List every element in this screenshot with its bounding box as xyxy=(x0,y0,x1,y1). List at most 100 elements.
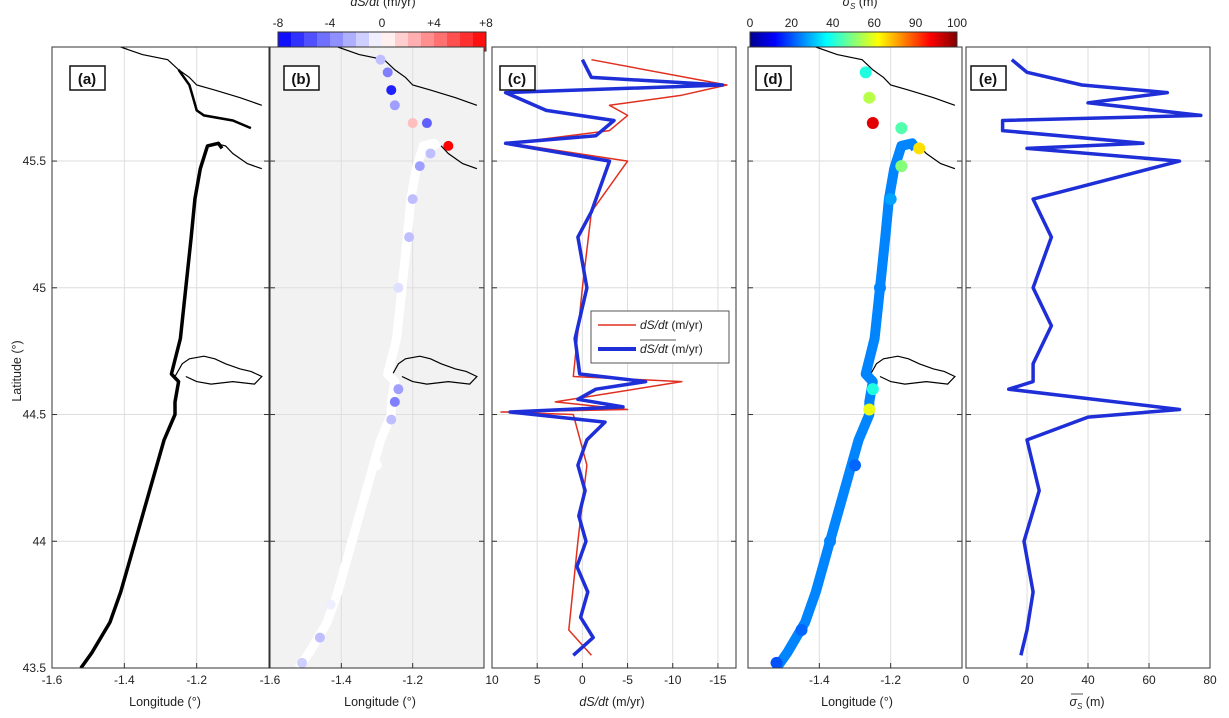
colorbar-dsdt-tick-label: 0 xyxy=(379,16,386,30)
x-axis-label-b: Longitude (°) xyxy=(344,695,416,709)
panel-letter-a: (a) xyxy=(69,65,106,91)
panel-b-map xyxy=(294,47,478,668)
panel-d-xtick-label: -1.4 xyxy=(809,673,830,687)
svg-text:(c): (c) xyxy=(508,71,526,88)
dsdt-point xyxy=(404,232,415,243)
colorbar-sigma-tick-label: 60 xyxy=(868,16,882,30)
sigma-point xyxy=(866,383,879,396)
panel-letter-d: (d) xyxy=(755,65,792,91)
series-smoothed-line xyxy=(503,58,725,657)
panel-c-xtick-label: 5 xyxy=(534,673,541,687)
x-axis-label-c: dS/dt (m/yr) xyxy=(579,695,644,709)
dsdt-point xyxy=(389,100,400,111)
panel-b-xtick-label: -1.6 xyxy=(260,673,281,687)
panel-e-xtick-label: 0 xyxy=(963,673,970,687)
dsdt-point xyxy=(386,85,397,96)
svg-text:(b): (b) xyxy=(291,71,310,88)
colorbar-sigma-tick-label: 90 xyxy=(909,16,923,30)
legend-panel-c: dS/dt (m/yr) dS/dt (m/yr) xyxy=(590,310,730,364)
y-tick-label: 43.5 xyxy=(23,661,47,675)
panel-a-xtick-label: -1.6 xyxy=(42,673,63,687)
panel-b: -1.6 -1.4 -1.2 xyxy=(260,46,485,687)
colorbar-sigma-tick-label: 40 xyxy=(826,16,840,30)
panel-d: -1.4 -1.2 xyxy=(747,46,963,687)
sigma-point xyxy=(895,122,908,135)
panel-e-xtick-label: 60 xyxy=(1142,673,1156,687)
colorbar-block xyxy=(317,32,331,51)
panel-a-map xyxy=(79,47,263,668)
sigma-point xyxy=(873,281,886,294)
legend-entry-smoothed: dS/dt (m/yr) xyxy=(640,342,703,356)
colorbar-block xyxy=(304,32,318,51)
panel-e-frame xyxy=(965,46,1211,669)
colorbar-sigma-ticks: 0 20 40 60 90 100 xyxy=(747,16,968,30)
colorbar-block xyxy=(473,32,487,51)
colorbar-dsdt-tick-label: +4 xyxy=(427,16,441,30)
sigma-point xyxy=(913,142,926,155)
y-tick-label: 45 xyxy=(33,281,47,295)
panel-a-plot-area xyxy=(52,47,269,668)
colorbar-block xyxy=(369,32,383,51)
colorbar-dsdt: dS/dt (m/yr) -8 -4 0 +4 +8 xyxy=(273,0,494,52)
panel-letter-e: (e) xyxy=(970,65,1007,91)
colorbar-block xyxy=(460,32,474,51)
dsdt-point xyxy=(443,140,454,151)
panel-e-xtick-label: 20 xyxy=(1020,673,1034,687)
panel-c-xtick-label: 10 xyxy=(485,673,499,687)
panel-b-frame xyxy=(269,46,485,669)
panel-c-xtick-label: -5 xyxy=(622,673,633,687)
y-tick-label: 44 xyxy=(33,534,47,548)
colorbar-dsdt-blocks xyxy=(278,32,487,51)
colorbar-block xyxy=(291,32,305,51)
y-tick-label: 45.5 xyxy=(23,154,47,168)
y-tick-label: 44.5 xyxy=(23,408,47,422)
panel-b-xtick-label: -1.2 xyxy=(402,673,423,687)
sigma-point xyxy=(895,160,908,173)
dsdt-point xyxy=(393,282,404,293)
sigma-point xyxy=(884,193,897,206)
panel-a-xtick-label: -1.4 xyxy=(114,673,135,687)
sigma-point xyxy=(795,623,808,636)
panel-c-xtick-label: -10 xyxy=(664,673,682,687)
colorbar-block xyxy=(330,32,344,51)
x-axis-label-e: σS (m) xyxy=(1069,693,1105,711)
svg-text:(e): (e) xyxy=(979,71,997,88)
coastline-track xyxy=(772,138,920,668)
sigma-point xyxy=(863,91,876,104)
panel-e-lines xyxy=(1000,58,1203,656)
panel-e-xtick-label: 80 xyxy=(1203,673,1217,687)
dsdt-point xyxy=(421,118,432,129)
bay-outline xyxy=(174,355,263,385)
colorbar-block xyxy=(278,32,292,51)
y-axis-label: Latitude (°) xyxy=(10,340,24,401)
sigma-point xyxy=(859,66,872,79)
dsdt-point xyxy=(314,632,325,643)
panel-e-xtick-label: 40 xyxy=(1081,673,1095,687)
panel-d-map xyxy=(770,47,956,668)
dsdt-point xyxy=(347,536,358,547)
sigma-point xyxy=(770,656,783,668)
panel-e: 0 20 40 60 80 xyxy=(963,46,1217,687)
panel-a-xtick-label: -1.2 xyxy=(186,673,207,687)
estuary-outline xyxy=(177,69,252,130)
sigma-point xyxy=(824,535,837,548)
sigma-point xyxy=(863,403,876,416)
colorbar-dsdt-tick-label: -4 xyxy=(325,16,336,30)
panel-d-plot-area xyxy=(748,47,962,668)
svg-text:σS (m): σS (m) xyxy=(1069,695,1104,711)
panel-c-xtick-label: 0 xyxy=(579,673,586,687)
panel-b-xtick-label: -1.4 xyxy=(331,673,352,687)
dsdt-point xyxy=(325,599,336,610)
panel-b-plot-area xyxy=(270,47,484,668)
colorbar-block xyxy=(356,32,370,51)
dsdt-point xyxy=(297,657,308,668)
colorbar-dsdt-ticks: -8 -4 0 +4 +8 xyxy=(273,16,494,30)
panel-a: 43.5 44 44.5 45 45.5 -1.6 -1.4 -1.2 xyxy=(23,46,270,687)
x-axis-label-a: Longitude (°) xyxy=(129,695,201,709)
dsdt-point xyxy=(389,396,400,407)
colorbar-block xyxy=(434,32,448,51)
dsdt-point xyxy=(375,54,386,65)
dsdt-point xyxy=(382,67,393,78)
colorbar-sigma-title: σS (m) xyxy=(842,0,877,11)
